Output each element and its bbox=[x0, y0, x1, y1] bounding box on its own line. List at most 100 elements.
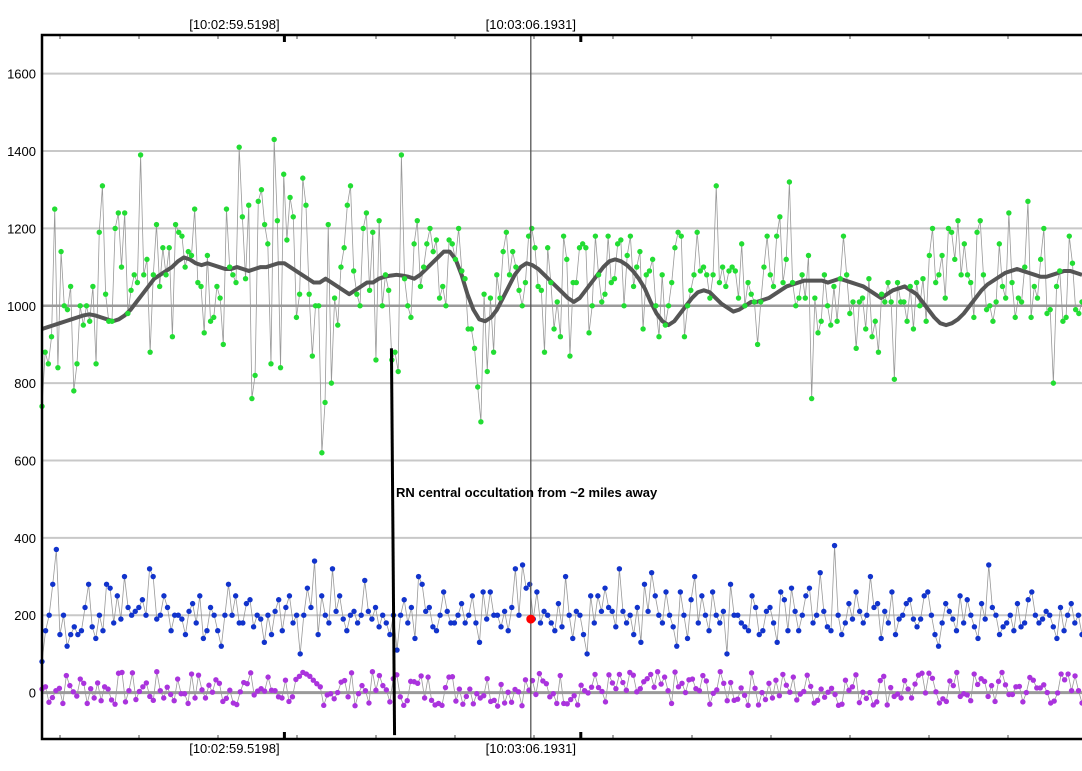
data-point bbox=[350, 268, 357, 274]
data-point bbox=[554, 299, 560, 305]
data-point bbox=[894, 691, 901, 697]
data-point bbox=[1054, 690, 1061, 696]
data-point bbox=[756, 631, 762, 638]
data-point bbox=[803, 593, 809, 599]
data-point bbox=[727, 581, 734, 587]
data-point bbox=[420, 264, 427, 270]
data-point bbox=[947, 678, 953, 684]
data-point bbox=[919, 670, 925, 676]
data-point bbox=[284, 237, 290, 243]
data-point bbox=[856, 299, 863, 305]
data-point bbox=[255, 198, 261, 205]
data-point bbox=[724, 698, 730, 704]
data-point bbox=[710, 690, 717, 697]
data-point bbox=[471, 345, 478, 352]
data-point bbox=[666, 612, 673, 618]
data-point bbox=[993, 299, 999, 305]
data-point bbox=[1029, 589, 1035, 595]
data-point bbox=[366, 287, 373, 293]
data-point bbox=[1053, 283, 1060, 290]
data-point bbox=[385, 287, 392, 293]
data-point bbox=[1036, 620, 1042, 626]
data-point bbox=[84, 700, 90, 707]
data-point bbox=[1015, 295, 1022, 301]
data-point bbox=[837, 275, 843, 282]
data-point bbox=[971, 314, 977, 321]
data-point bbox=[232, 593, 239, 599]
data-point bbox=[717, 668, 723, 675]
data-point bbox=[786, 179, 793, 185]
data-point bbox=[179, 616, 185, 622]
data-point bbox=[557, 672, 563, 679]
data-point bbox=[453, 698, 459, 704]
data-point bbox=[336, 593, 343, 599]
data-point bbox=[90, 283, 96, 290]
data-point bbox=[983, 306, 990, 313]
data-point bbox=[1043, 608, 1049, 615]
data-point bbox=[573, 608, 580, 615]
data-point bbox=[910, 616, 917, 622]
data-point bbox=[751, 299, 758, 305]
data-point bbox=[42, 627, 49, 634]
data-point bbox=[901, 677, 908, 684]
data-point bbox=[146, 566, 153, 572]
data-point bbox=[91, 695, 97, 701]
data-point bbox=[1069, 260, 1076, 266]
data-point bbox=[875, 349, 882, 355]
data-point bbox=[936, 272, 942, 278]
data-point bbox=[81, 680, 87, 686]
data-point bbox=[354, 620, 361, 626]
data-point bbox=[315, 303, 322, 309]
data-point bbox=[293, 314, 300, 321]
data-point bbox=[437, 612, 443, 618]
data-point bbox=[424, 241, 430, 247]
data-point bbox=[799, 612, 805, 618]
data-point bbox=[964, 692, 970, 698]
data-point bbox=[586, 330, 592, 336]
data-point bbox=[663, 589, 669, 595]
data-point bbox=[926, 252, 933, 259]
data-point bbox=[430, 624, 436, 630]
data-point bbox=[638, 639, 644, 645]
data-point bbox=[48, 334, 55, 340]
data-point bbox=[265, 241, 271, 247]
data-point bbox=[1021, 620, 1028, 626]
data-point bbox=[792, 608, 798, 615]
data-point bbox=[541, 608, 547, 615]
data-point bbox=[193, 620, 199, 626]
data-point bbox=[105, 686, 111, 692]
data-point bbox=[379, 612, 386, 618]
data-point bbox=[237, 689, 243, 695]
data-point bbox=[315, 631, 321, 638]
data-point bbox=[945, 225, 952, 232]
data-point bbox=[125, 604, 131, 611]
data-point bbox=[505, 627, 511, 634]
data-point bbox=[853, 345, 859, 352]
data-point bbox=[77, 303, 83, 309]
data-point bbox=[456, 686, 463, 692]
data-point bbox=[960, 620, 967, 626]
data-point bbox=[613, 624, 619, 630]
data-point bbox=[387, 631, 393, 638]
data-point bbox=[297, 651, 303, 657]
data-point bbox=[735, 295, 742, 301]
data-point bbox=[352, 703, 358, 709]
data-point bbox=[842, 620, 849, 626]
data-point bbox=[326, 620, 332, 626]
data-point bbox=[766, 680, 772, 686]
data-point bbox=[239, 214, 246, 220]
data-point bbox=[1068, 600, 1074, 607]
data-point bbox=[684, 303, 691, 309]
data-point bbox=[677, 589, 684, 595]
data-point bbox=[535, 283, 541, 290]
data-point bbox=[631, 631, 637, 638]
data-point bbox=[427, 225, 433, 232]
data-point bbox=[921, 593, 927, 599]
data-point bbox=[319, 593, 325, 599]
highlight-point bbox=[526, 614, 536, 624]
data-point bbox=[588, 684, 595, 690]
data-point bbox=[181, 691, 188, 697]
data-point bbox=[804, 672, 810, 678]
data-point bbox=[770, 620, 777, 626]
